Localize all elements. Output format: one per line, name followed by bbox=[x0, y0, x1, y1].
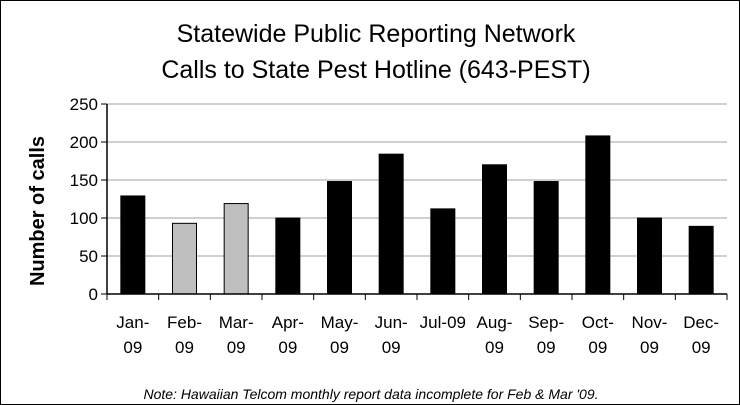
x-tick-label: May- bbox=[321, 313, 359, 332]
bar-10 bbox=[637, 217, 662, 295]
y-tick-label: 50 bbox=[79, 247, 98, 266]
chart-title-line-2: Calls to State Pest Hotline (643-PEST) bbox=[161, 56, 590, 84]
x-tick-label: 09 bbox=[537, 338, 556, 357]
bars bbox=[120, 135, 714, 295]
x-tick-label: 09 bbox=[330, 338, 349, 357]
bar-8 bbox=[533, 181, 559, 295]
bar-4 bbox=[327, 181, 352, 295]
bar-1 bbox=[172, 222, 197, 295]
x-tick-label: Feb- bbox=[167, 313, 202, 332]
x-tick-label: Jul-09 bbox=[420, 313, 466, 332]
x-tick-label: Aug- bbox=[477, 313, 513, 332]
x-tick-label: 09 bbox=[692, 338, 711, 357]
y-tick-label: 150 bbox=[70, 171, 98, 190]
bar-2 bbox=[223, 203, 249, 295]
axes bbox=[101, 103, 728, 300]
y-axis-label: Number of calls bbox=[27, 136, 49, 286]
bar-0 bbox=[120, 195, 146, 295]
x-tick-label: Jan- bbox=[116, 313, 149, 332]
footnote: Note: Hawaiian Telcom monthly report dat… bbox=[143, 386, 598, 402]
x-tick-label: 09 bbox=[382, 338, 401, 357]
y-tick-labels: 0 50 100 150 200 250 bbox=[70, 95, 98, 304]
x-tick-label: Mar- bbox=[219, 313, 254, 332]
x-tick-label: Apr- bbox=[272, 313, 304, 332]
x-tick-label: 09 bbox=[123, 338, 142, 357]
y-tick-label: 100 bbox=[70, 209, 98, 228]
x-tick-label: 09 bbox=[175, 338, 194, 357]
bar-7 bbox=[482, 164, 507, 295]
chart-title-line-1: Statewide Public Reporting Network bbox=[177, 20, 576, 48]
x-tick-label: Sep- bbox=[528, 313, 564, 332]
x-tick-label: Jun- bbox=[375, 313, 408, 332]
x-tick-label: Oct- bbox=[582, 313, 614, 332]
bar-11 bbox=[688, 225, 714, 295]
x-tick-label: 09 bbox=[588, 338, 607, 357]
x-tick-label: 09 bbox=[485, 338, 504, 357]
x-tick-labels: Jan- 09 Feb- 09 Mar- 09 Apr- 09 May- 09 Jun- 09 Jul-… bbox=[116, 313, 719, 357]
y-tick-label: 0 bbox=[89, 285, 98, 304]
bar-5 bbox=[378, 153, 404, 295]
bar-3 bbox=[275, 217, 301, 295]
gridlines bbox=[107, 103, 727, 257]
bar-6 bbox=[430, 208, 456, 295]
x-tick-label: 09 bbox=[640, 338, 659, 357]
x-tick-label: Nov- bbox=[632, 313, 668, 332]
x-tick-label: Dec- bbox=[683, 313, 719, 332]
x-tick-label: 09 bbox=[278, 338, 297, 357]
y-tick-label: 250 bbox=[70, 95, 98, 114]
x-tick-label: 09 bbox=[227, 338, 246, 357]
y-tick-label: 200 bbox=[70, 133, 98, 152]
bar-9 bbox=[585, 135, 611, 295]
